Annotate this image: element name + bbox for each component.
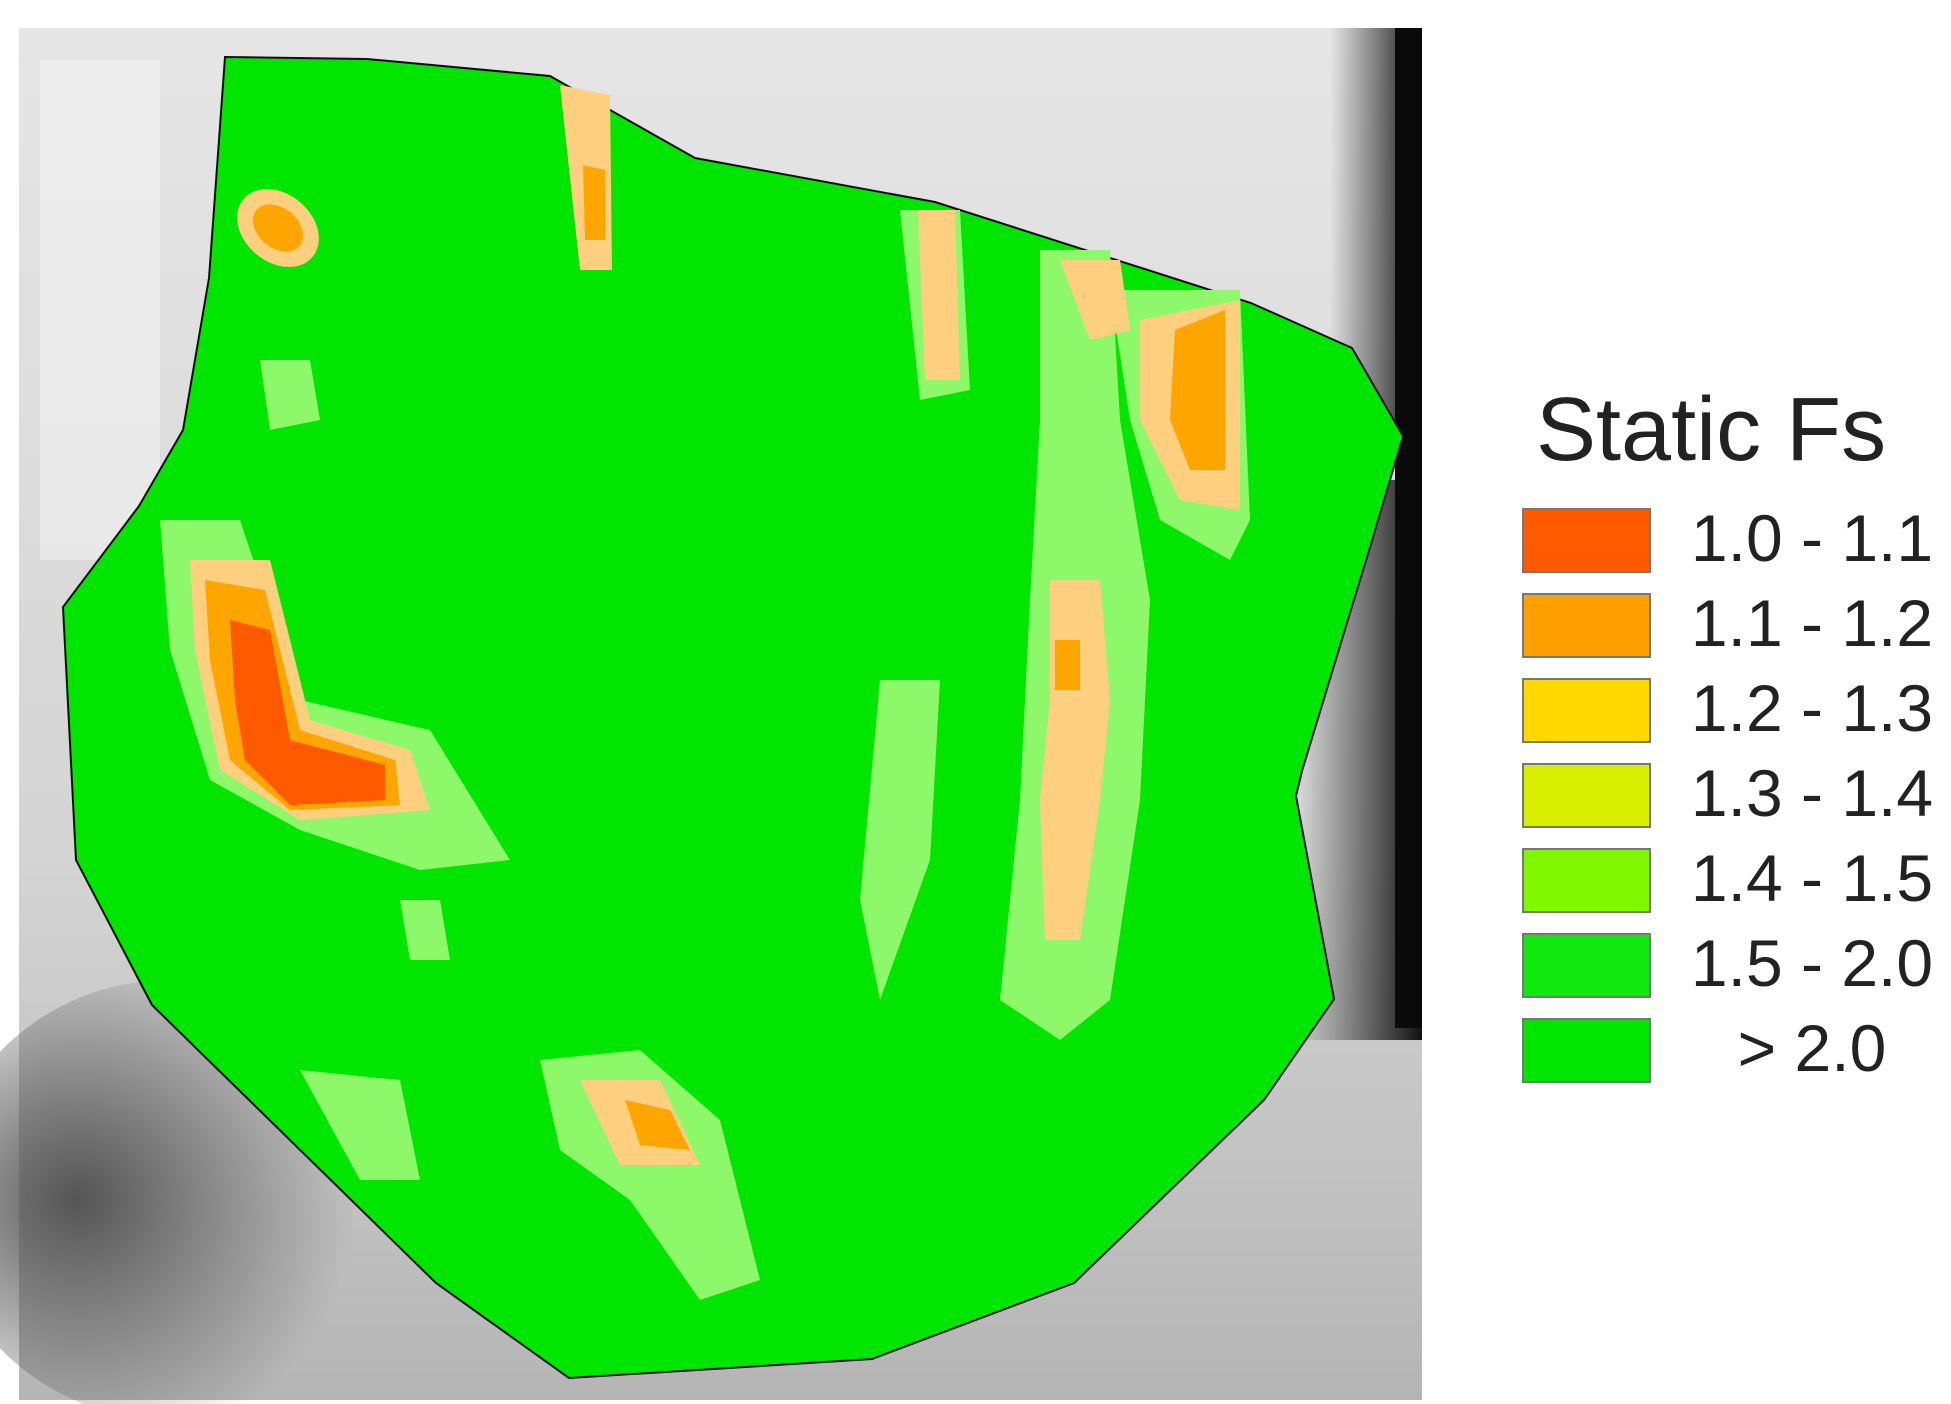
legend-swatch [1522,678,1651,743]
fs-zones [61,55,1405,1380]
legend-label: 1.5 - 2.0 [1691,926,1933,1000]
legend-swatch [1522,593,1651,658]
legend-title: Static Fs [1536,380,1886,480]
legend: Static Fs 1.0 - 1.1 1.1 - 1.2 1.2 - 1.3 1.3… [1522,380,1933,1085]
legend-swatch [1522,933,1651,998]
legend-swatch [1522,1018,1651,1083]
legend-label: 1.2 - 1.3 [1691,671,1933,745]
legend-label: 1.0 - 1.1 [1691,501,1933,575]
legend-swatch [1522,508,1651,573]
legend-swatch [1522,763,1651,828]
legend-label: 1.4 - 1.5 [1691,841,1933,915]
legend-label: 1.3 - 1.4 [1691,756,1933,830]
legend-label: > 2.0 [1738,1011,1887,1085]
legend-swatch [1522,848,1651,913]
legend-label: 1.1 - 1.2 [1691,586,1933,660]
